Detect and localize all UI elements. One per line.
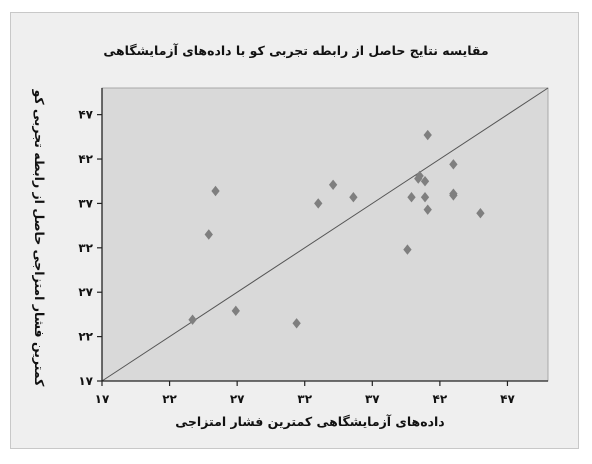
y-tick-label: ۲۲ — [78, 330, 93, 344]
x-tick-label: ۴۷ — [500, 392, 515, 406]
x-tick-label: ۲۷ — [230, 392, 245, 406]
y-tick-label: ۳۲ — [78, 241, 93, 255]
x-tick-label: ۴۲ — [433, 392, 448, 406]
y-tick-label: ۱۷ — [78, 374, 93, 388]
x-tick-label: ۱۷ — [95, 392, 110, 406]
x-axis-label: داده‌های آزمایشگاهی کمترین فشار امتزاجی — [175, 414, 444, 429]
x-tick-label: ۳۲ — [297, 392, 312, 406]
y-axis-label: کمترین فشار امتزاجی حاصل از رابطه تجربی … — [32, 89, 47, 388]
x-tick-label: ۲۲ — [162, 392, 177, 406]
x-tick-label: ۳۷ — [365, 392, 380, 406]
y-tick-label: ۳۷ — [78, 196, 93, 210]
y-tick-label: ۴۷ — [78, 108, 93, 122]
chart-title: مقایسه نتایج حاصل از رابطه تجربی کو با د… — [103, 43, 488, 58]
y-tick-label: ۴۲ — [78, 152, 93, 166]
y-tick-label: ۲۷ — [78, 285, 93, 299]
